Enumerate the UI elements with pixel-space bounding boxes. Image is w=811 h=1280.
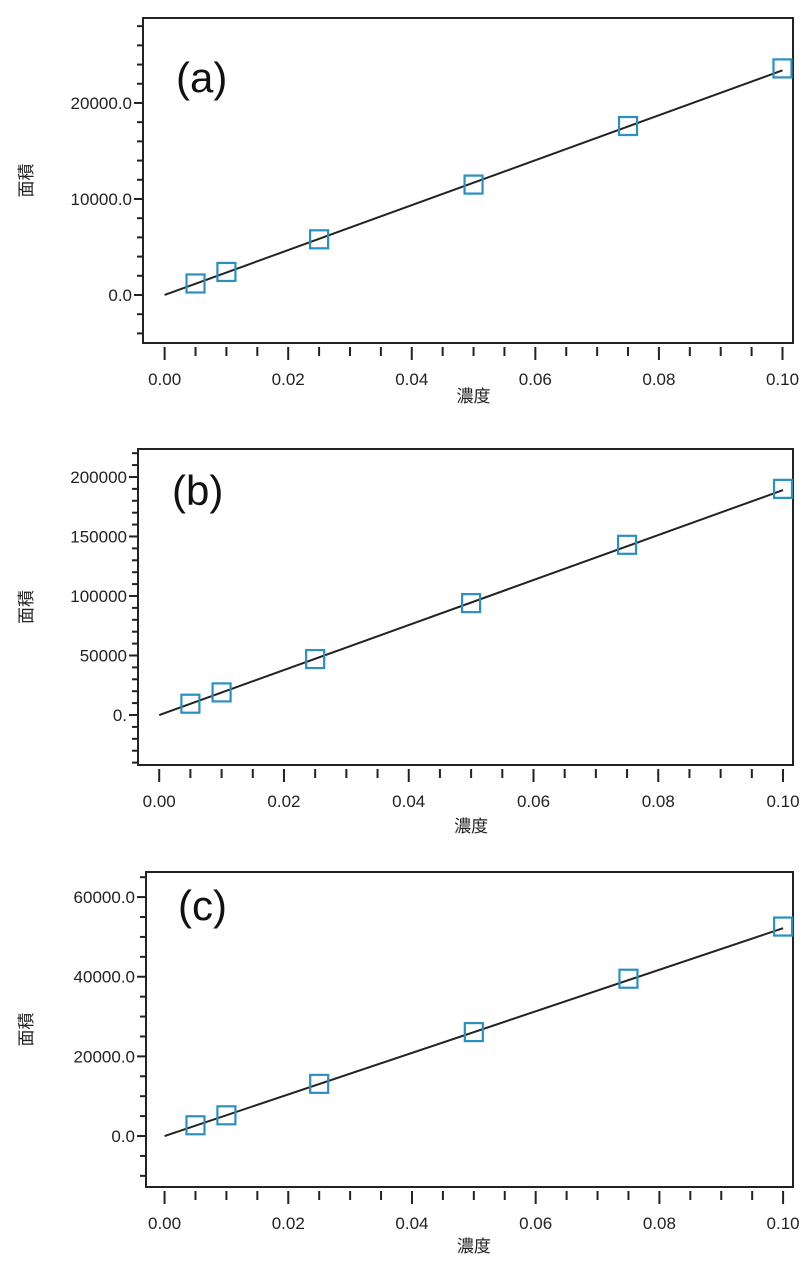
x-tick-label: 0.02 [272,1214,305,1233]
y-tick-label: 10000.0 [71,190,132,209]
y-axis-title: 面積 [17,590,37,624]
y-tick-label: 20000.0 [74,1047,135,1066]
data-point-marker [461,593,482,614]
data-point-marker [772,58,793,79]
data-point-marker [617,115,639,137]
data-point-marker [216,1105,237,1126]
y-axis-title: 面積 [17,1013,37,1047]
x-tick-label: 0.10 [766,792,799,811]
fit-line [158,489,784,716]
data-point-marker [463,1021,484,1043]
x-axis-title: 濃度 [457,387,491,407]
y-tick-label: 0. [113,706,127,725]
plot-frame [137,448,794,766]
y-tick-label: 200000 [70,468,127,487]
panel-label: (a) [176,54,227,101]
x-tick-label: 0.04 [395,1214,428,1233]
chart-panel-b: 0.00 0.02 0.04 0.06 0.08 0.10 0. 50000 100000 150… [17,448,800,837]
x-tick-label: 0.00 [143,792,176,811]
x-tick-label: 0.08 [642,370,675,389]
chart-panel-a: 0.00 0.02 0.04 0.06 0.08 0.10 0.0 10000.0 20000.… [17,17,799,407]
data-point-marker [618,968,639,989]
data-point-marker [180,693,201,714]
y-tick-label: 50000 [80,647,127,666]
data-point-marker [773,916,794,937]
data-point-marker [309,1073,330,1094]
data-point-marker [305,648,326,670]
panel-label: (c) [178,882,227,929]
data-point-marker [216,261,237,283]
data-point-marker [211,682,232,703]
y-tick-label: 20000.0 [71,94,132,113]
y-tick-label: 0.0 [108,286,132,305]
data-point-marker [772,478,794,499]
x-axis-title: 濃度 [457,1237,491,1257]
x-tick-label: 0.06 [519,370,552,389]
x-tick-label: 0.06 [519,1214,552,1233]
y-tick-label: 40000.0 [74,968,135,987]
data-point-marker [463,174,484,195]
data-point-marker [308,229,330,250]
y-tick-label: 60000.0 [74,888,135,907]
fit-line [164,69,783,296]
x-axis-title: 濃度 [454,817,488,837]
data-point-marker [185,273,206,294]
x-tick-label: 0.02 [267,792,300,811]
x-tick-label: 0.10 [766,370,799,389]
x-tick-label: 0.02 [272,370,305,389]
x-tick-label: 0.10 [767,1214,800,1233]
x-tick-label: 0.04 [392,792,425,811]
x-tick-label: 0.00 [148,1214,181,1233]
y-tick-label: 150000 [70,527,127,546]
x-tick-label: 0.08 [642,792,675,811]
x-tick-label: 0.00 [148,370,181,389]
y-tick-label: 100000 [70,587,127,606]
fit-line [164,927,784,1137]
y-tick-label: 0.0 [111,1127,135,1146]
data-point-marker [616,534,638,555]
plot-frame [142,17,794,344]
panel-label: (b) [172,467,223,514]
y-axis-title: 面積 [17,164,37,198]
x-tick-label: 0.06 [517,792,550,811]
x-tick-label: 0.08 [643,1214,676,1233]
chart-panel-c: 0.00 0.02 0.04 0.06 0.08 0.10 0.0 20000.0 40000.… [17,871,800,1257]
plot-frame [145,871,794,1188]
data-point-marker [185,1115,206,1136]
x-tick-label: 0.04 [395,370,428,389]
